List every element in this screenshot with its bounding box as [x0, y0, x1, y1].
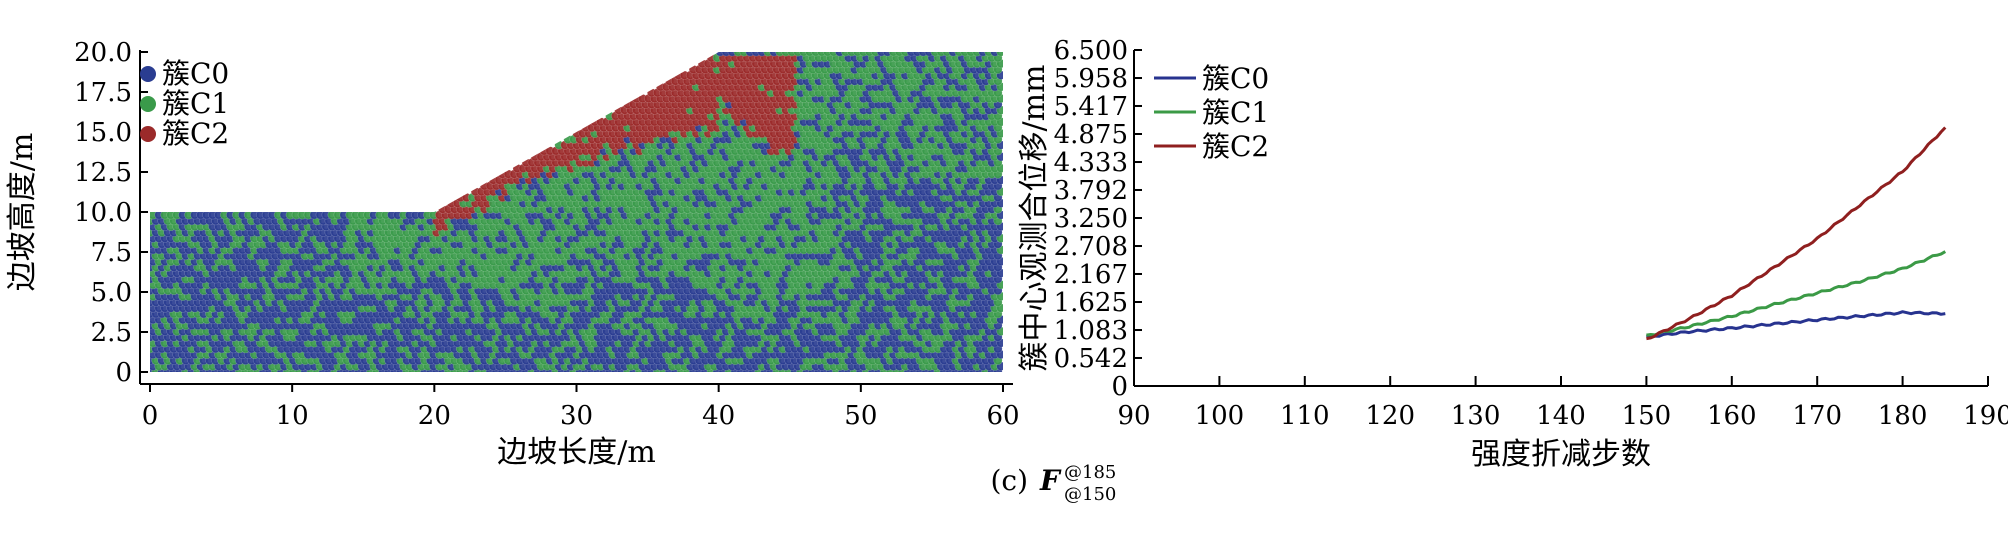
slope-particles: [150, 52, 1003, 372]
slope-scatter-panel: 02.55.07.510.012.515.017.520.00 10 20 30 40 5…: [5, 38, 1020, 470]
